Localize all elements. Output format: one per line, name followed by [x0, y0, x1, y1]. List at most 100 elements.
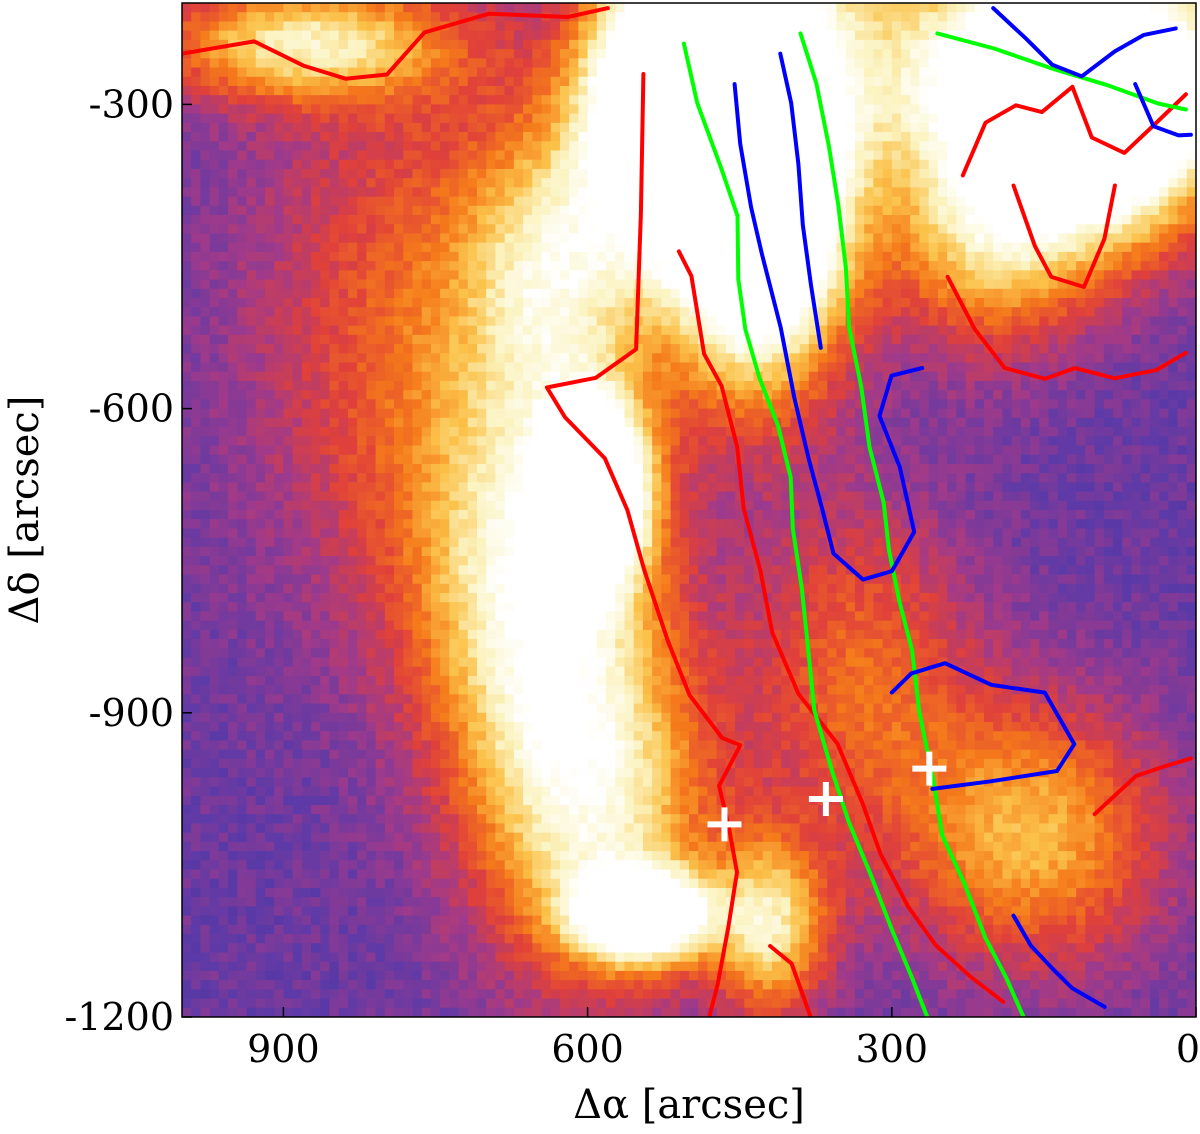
heatmap-cell: [1113, 196, 1123, 207]
heatmap-cell: [707, 168, 718, 179]
heatmap-cell: [366, 380, 377, 391]
heatmap-cell: [191, 104, 202, 115]
heatmap-cell: [1085, 95, 1096, 105]
heatmap-cell: [1140, 224, 1151, 235]
heatmap-cell: [347, 251, 358, 262]
heatmap-cell: [790, 150, 801, 161]
heatmap-cell: [606, 159, 616, 170]
heatmap-cell: [781, 159, 791, 170]
heatmap-cell: [467, 39, 478, 50]
heatmap-cell: [476, 49, 487, 59]
heatmap-cell: [854, 30, 865, 41]
heatmap-cell: [228, 297, 238, 308]
heatmap-cell: [679, 30, 690, 41]
heatmap-cell: [744, 399, 755, 410]
heatmap-cell: [799, 76, 810, 87]
heatmap-cell: [255, 417, 266, 428]
heatmap-cell: [209, 224, 220, 235]
heatmap-cell: [606, 334, 616, 345]
heatmap-cell: [974, 49, 985, 59]
heatmap-cell: [1020, 187, 1031, 198]
heatmap-cell: [440, 297, 450, 308]
heatmap-cell: [209, 362, 220, 373]
heatmap-cell: [421, 371, 432, 382]
heatmap-cell: [762, 122, 773, 133]
heatmap-cell: [320, 85, 331, 96]
heatmap-cell: [384, 224, 395, 235]
heatmap-cell: [744, 150, 755, 161]
heatmap-cell: [1066, 371, 1077, 382]
heatmap-cell: [864, 270, 874, 281]
heatmap-cell: [1076, 353, 1086, 364]
heatmap-cell: [541, 168, 552, 179]
heatmap-cell: [864, 362, 874, 373]
heatmap-cell: [596, 150, 607, 161]
heatmap-cell: [974, 270, 985, 281]
heatmap-cell: [1131, 168, 1142, 179]
heatmap-cell: [292, 122, 303, 133]
heatmap-cell: [919, 150, 930, 161]
heatmap-cell: [1103, 3, 1114, 13]
heatmap-cell: [200, 390, 211, 400]
heatmap-cell: [283, 242, 294, 253]
heatmap-cell: [679, 95, 690, 105]
heatmap-cell: [246, 215, 257, 225]
heatmap-cell: [1103, 334, 1114, 345]
heatmap-cell: [1122, 316, 1133, 327]
heatmap-cell: [587, 316, 598, 327]
heatmap-cell: [1076, 408, 1086, 419]
heatmap-cell: [947, 104, 957, 115]
heatmap-cell: [993, 150, 1004, 161]
heatmap-cell: [209, 141, 220, 152]
heatmap-cell: [357, 353, 367, 364]
heatmap-cell: [569, 390, 579, 400]
heatmap-cell: [569, 122, 579, 133]
heatmap-cell: [652, 3, 662, 13]
heatmap-cell: [1113, 30, 1123, 41]
heatmap-cell: [440, 141, 450, 152]
heatmap-cell: [467, 205, 478, 216]
heatmap-cell: [707, 122, 718, 133]
heatmap-cell: [974, 390, 985, 400]
heatmap-cell: [947, 132, 957, 142]
heatmap-cell: [937, 307, 948, 318]
heatmap-cell: [412, 380, 423, 391]
heatmap-cell: [689, 141, 699, 152]
heatmap-cell: [495, 76, 506, 87]
heatmap-cell: [301, 159, 312, 170]
heatmap-cell: [1048, 261, 1059, 271]
heatmap-cell: [974, 399, 985, 410]
heatmap-cell: [228, 390, 238, 400]
heatmap-cell: [209, 30, 220, 41]
heatmap-cell: [781, 215, 791, 225]
heatmap-cell: [338, 380, 349, 391]
heatmap-cell: [237, 297, 248, 308]
heatmap-cell: [1140, 288, 1151, 299]
heatmap-cell: [237, 21, 248, 32]
heatmap-cell: [587, 344, 598, 354]
heatmap-cell: [1039, 12, 1050, 23]
heatmap-cell: [421, 417, 432, 428]
heatmap-cell: [956, 251, 967, 262]
heatmap-cell: [725, 233, 736, 244]
heatmap-cell: [901, 371, 911, 382]
heatmap-cell: [1177, 141, 1188, 152]
heatmap-cell: [421, 380, 432, 391]
heatmap-cell: [1039, 76, 1050, 87]
heatmap-cell: [725, 390, 736, 400]
heatmap-cell: [633, 178, 644, 188]
heatmap-cell: [366, 122, 377, 133]
heatmap-cell: [357, 380, 367, 391]
heatmap-cell: [476, 316, 487, 327]
heatmap-cell: [1186, 399, 1196, 410]
heatmap-cell: [642, 205, 653, 216]
heatmap-cell: [578, 67, 589, 78]
heatmap-cell: [836, 353, 847, 364]
heatmap-cell: [403, 76, 414, 87]
heatmap-cell: [1057, 21, 1068, 32]
heatmap-cell: [781, 224, 791, 235]
heatmap-cell: [1085, 261, 1096, 271]
heatmap-cell: [578, 353, 589, 364]
heatmap-cell: [771, 233, 782, 244]
heatmap-cell: [1048, 3, 1059, 13]
